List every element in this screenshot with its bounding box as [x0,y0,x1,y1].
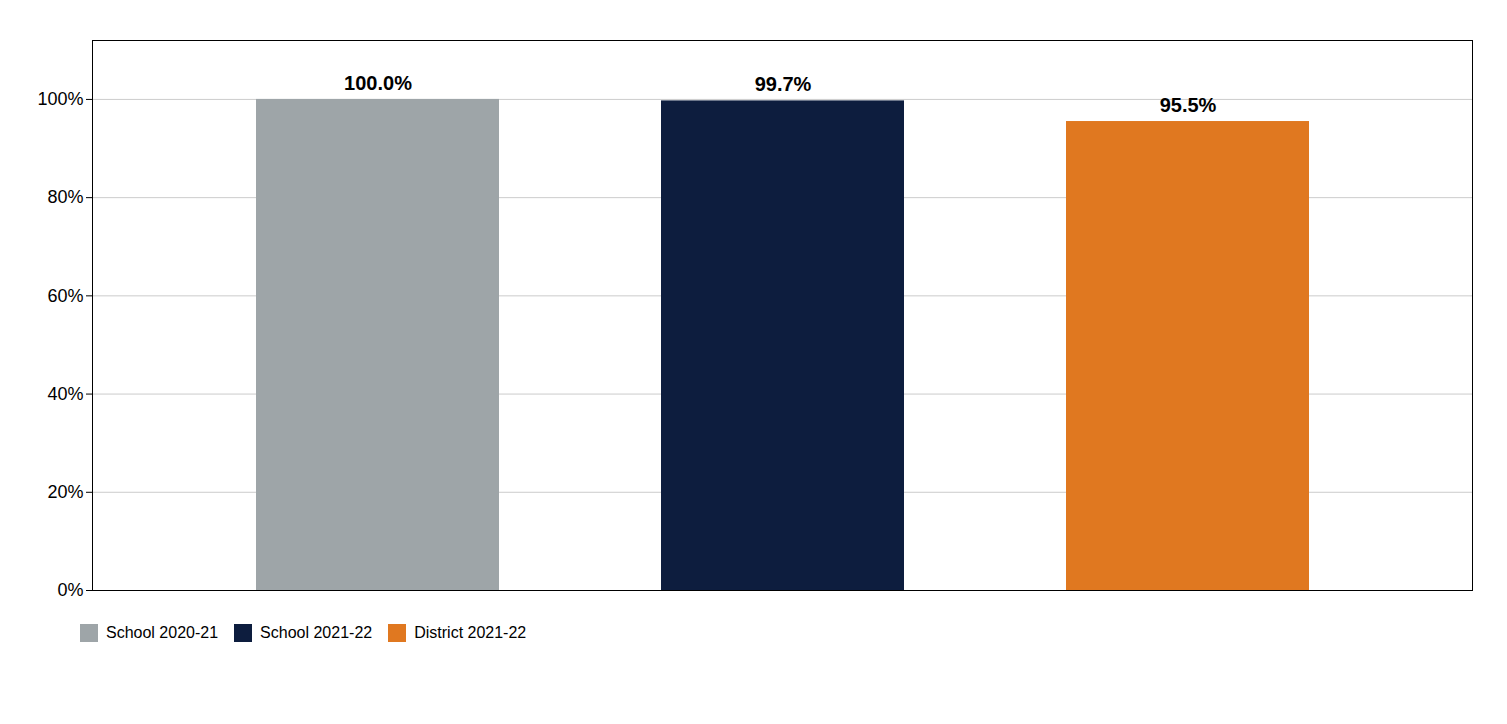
svg-text:20%: 20% [47,482,83,502]
svg-text:40%: 40% [47,384,83,404]
svg-text:80%: 80% [47,187,83,207]
svg-text:0%: 0% [57,580,83,600]
svg-text:60%: 60% [47,286,83,306]
html-text:School 2020-21: School 2020-21 [106,623,219,641]
svg-text:95.5%: 95.5% [1160,94,1217,116]
svg-text:99.7%: 99.7% [755,73,812,95]
html-text:School 2021-22: School 2021-22 [260,623,373,641]
svg-text:100.0%: 100.0% [344,72,412,94]
svg-text:100%: 100% [37,89,83,109]
html-text:District 2021-22: District 2021-22 [414,623,527,641]
